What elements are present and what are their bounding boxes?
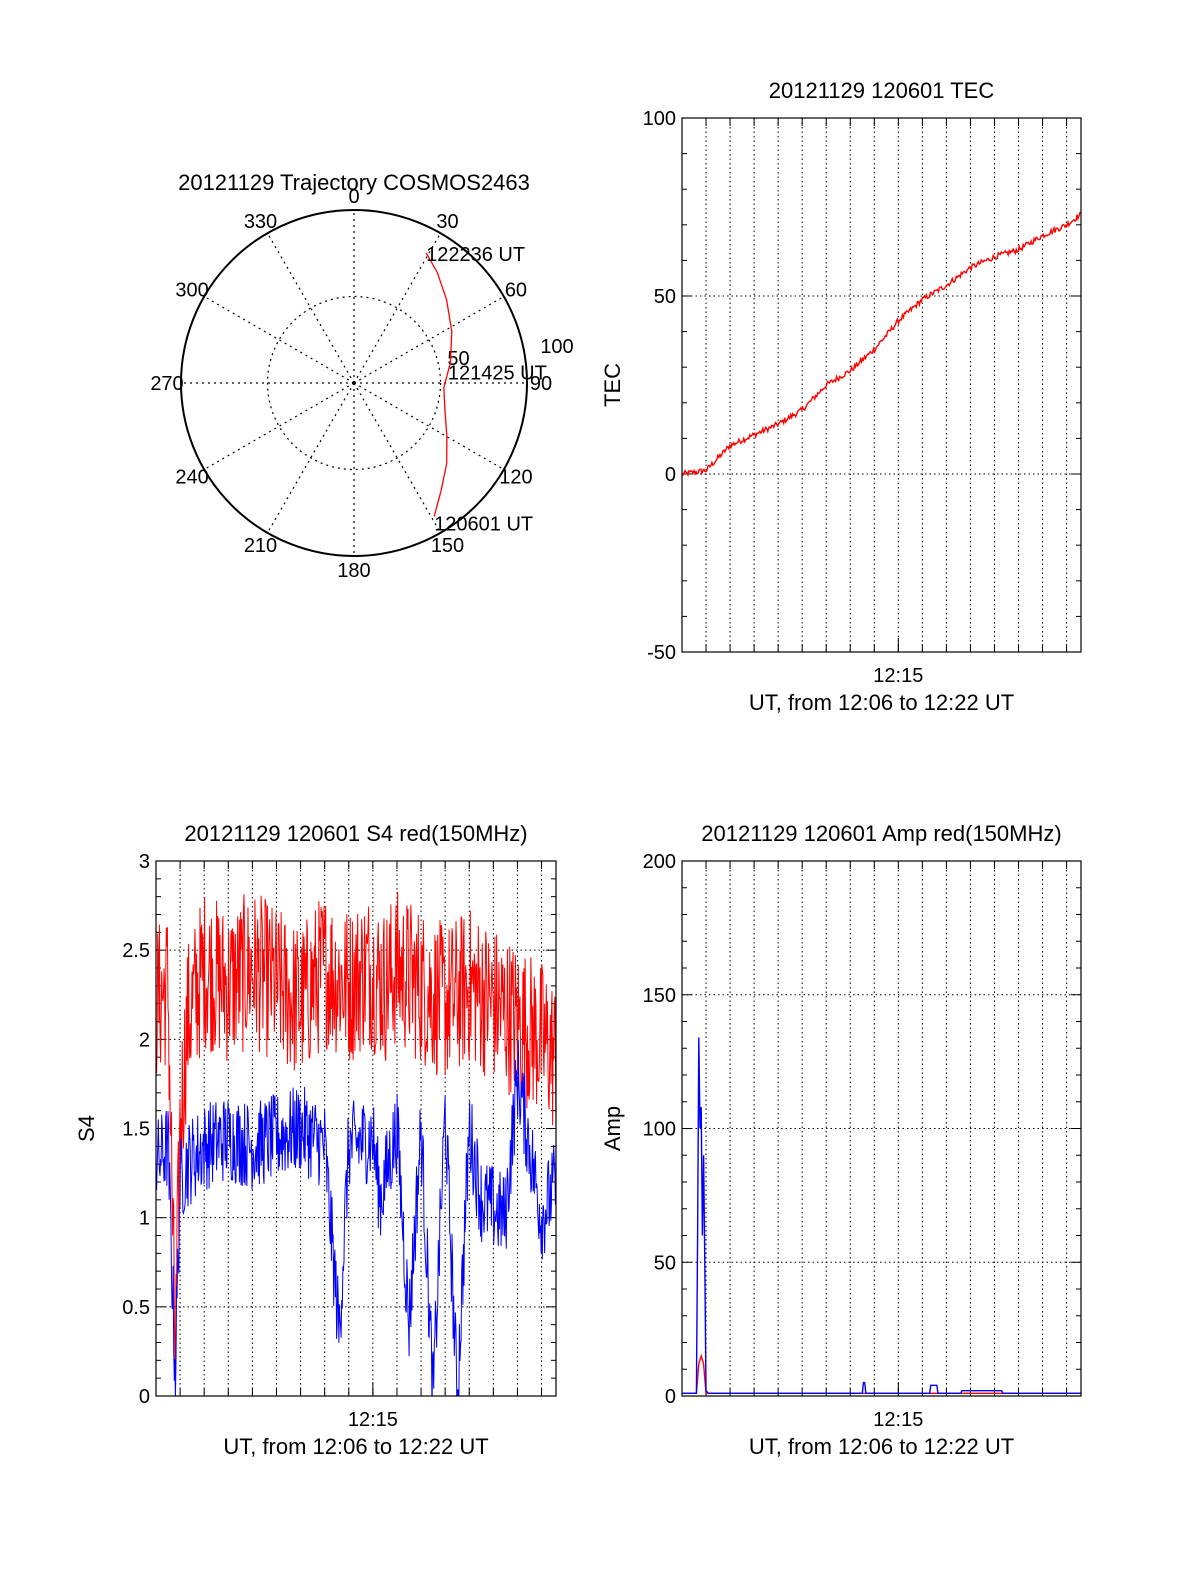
polar-outer-circle — [180, 209, 528, 557]
plot-frame — [681, 860, 1082, 1397]
polar-spoke — [203, 382, 355, 471]
y-axis-label: Amp — [600, 1106, 625, 1151]
x-axis-label: UT, from 12:06 to 12:22 UT — [749, 1434, 1014, 1459]
series-group — [156, 891, 556, 1396]
polar-spoke — [203, 295, 355, 384]
series-line-blue — [682, 1037, 1081, 1395]
chart-title: 20121129 120601 TEC — [769, 78, 995, 103]
y-tick-label: 100 — [643, 108, 676, 130]
y-tick-label: 50 — [654, 1252, 676, 1274]
y-axis-label: S4 — [74, 1115, 99, 1142]
angle-label: 30 — [436, 211, 458, 233]
angle-label: 60 — [505, 280, 527, 302]
series-line-red — [156, 891, 556, 1365]
y-tick-label: 1 — [139, 1208, 150, 1230]
angle-label: 0 — [348, 186, 359, 208]
trajectory-annotation: 122236 UT — [426, 244, 525, 266]
s4-panel: 20121129 120601 S4 red(150MHz) 0 0.5 1 1.5 2 2… — [74, 821, 557, 1459]
tec-panel: 20121129 120601 TEC -50 0 50 100 12:15 UT, fro… — [600, 78, 1082, 715]
radius-label: 50 — [447, 348, 469, 370]
angle-label: 240 — [175, 467, 208, 489]
angle-label: 90 — [530, 373, 552, 395]
trajectory-annotation: 120601 UT — [434, 513, 533, 535]
y-tick-label: 2.5 — [122, 940, 150, 962]
y-tick-label: 0 — [665, 1386, 676, 1408]
y-tick-label: 0.5 — [122, 1297, 150, 1319]
x-axis-label: UT, from 12:06 to 12:22 UT — [223, 1434, 488, 1459]
y-tick-label: 200 — [643, 851, 676, 873]
polar-spoke — [266, 382, 355, 534]
polar-spoke — [353, 382, 505, 471]
angle-label: 150 — [431, 535, 464, 557]
x-axis-label: UT, from 12:06 to 12:22 UT — [749, 690, 1014, 715]
x-tick-label: 12:15 — [348, 1409, 398, 1431]
angle-label: 300 — [175, 280, 208, 302]
series-line-red — [682, 1353, 1081, 1395]
y-tick-label: 0 — [665, 464, 676, 486]
plot-frame — [155, 860, 557, 1397]
y-tick-label: 150 — [643, 985, 676, 1007]
angle-label: 270 — [150, 373, 183, 395]
y-axis-label: TEC — [600, 363, 625, 407]
y-tick-label: 0 — [139, 1386, 150, 1408]
y-tick-label: 100 — [643, 1119, 676, 1141]
radius-label: 100 — [540, 336, 573, 358]
series-line-blue — [156, 1039, 556, 1396]
trajectory-line — [425, 252, 453, 517]
angle-label: 180 — [337, 560, 370, 582]
x-tick-label: 12:15 — [873, 1409, 923, 1431]
polar-spoke — [353, 232, 442, 384]
trajectory-annotation: 121425 UT — [448, 363, 547, 385]
polar-spoke — [353, 382, 442, 534]
chart-title: 20121129 120601 Amp red(150MHz) — [701, 821, 1061, 846]
plot-frame — [681, 117, 1082, 653]
x-tick-label: 12:15 — [873, 665, 923, 687]
y-tick-label: 3 — [139, 851, 150, 873]
chart-title: 20121129 Trajectory COSMOS2463 — [178, 170, 530, 195]
series-group — [682, 1037, 1081, 1395]
polar-spoke — [266, 232, 355, 384]
angle-label: 120 — [499, 467, 532, 489]
series-line-red — [682, 211, 1081, 478]
polar-inner-circle — [266, 295, 442, 471]
amp-panel: 20121129 120601 Amp red(150MHz) 0 50 100 150… — [600, 821, 1082, 1459]
y-tick-label: 2 — [139, 1029, 150, 1051]
y-tick-label: -50 — [647, 642, 676, 664]
y-tick-label: 1.5 — [122, 1119, 150, 1141]
angle-label: 330 — [244, 211, 277, 233]
series-group — [682, 211, 1081, 478]
angle-label: 210 — [244, 535, 277, 557]
polar-spoke — [353, 295, 505, 384]
y-tick-label: 50 — [654, 286, 676, 308]
chart-title: 20121129 120601 S4 red(150MHz) — [184, 821, 527, 846]
